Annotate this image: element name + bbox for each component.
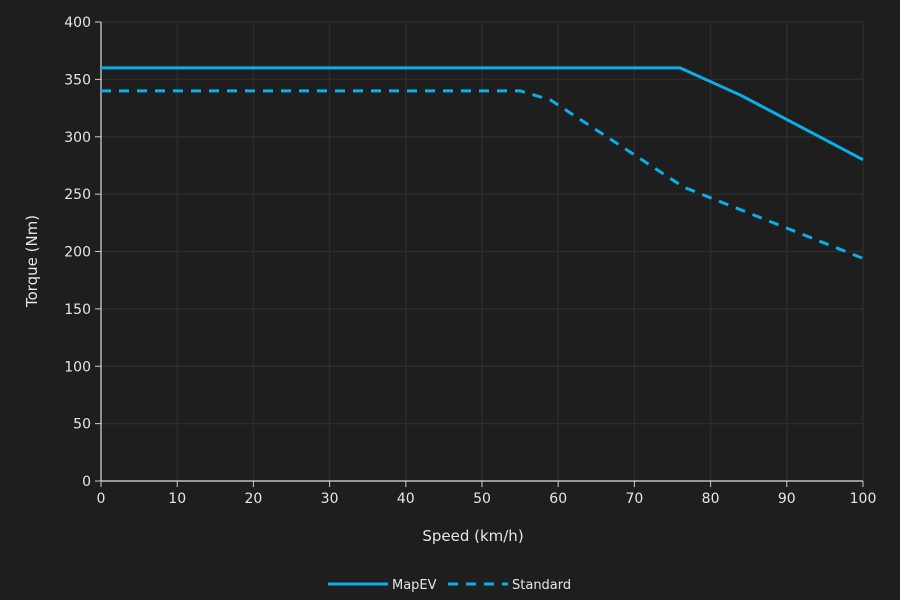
legend-label: Standard <box>512 578 571 593</box>
axes: 0 10 20 30 40 50 60 70 80 90 100 0 50 100 150 200 250 300… <box>64 15 876 507</box>
y-tick-label: 200 <box>64 245 91 261</box>
x-tick-label: 80 <box>702 491 720 507</box>
x-tick-label: 40 <box>397 491 415 507</box>
series-line-mapev <box>101 66 864 162</box>
x-tick-label: 90 <box>778 491 796 507</box>
y-tick-label: 0 <box>82 474 91 490</box>
y-tick-label: 100 <box>64 359 91 375</box>
y-tick-label: 350 <box>64 72 91 88</box>
y-tick-label: 400 <box>64 15 91 31</box>
grid <box>101 21 864 481</box>
series-line-standard <box>101 89 864 260</box>
legend: MapEV Standard <box>328 578 571 593</box>
legend-label: MapEV <box>392 578 437 593</box>
x-tick-label: 70 <box>625 491 643 507</box>
x-tick-label: 0 <box>97 491 106 507</box>
x-axis-label: Speed (km/h) <box>422 527 523 545</box>
x-tick-label: 100 <box>850 491 877 507</box>
x-tick-label: 10 <box>168 491 186 507</box>
y-axis-label: Torque (Nm) <box>23 215 41 308</box>
y-tick-label: 150 <box>64 302 91 318</box>
x-tick-label: 30 <box>321 491 339 507</box>
series-lines <box>101 66 864 260</box>
y-tick-label: 250 <box>64 187 91 203</box>
y-tick-label: 300 <box>64 130 91 146</box>
x-tick-label: 60 <box>549 491 567 507</box>
x-tick-label: 50 <box>473 491 491 507</box>
y-tick-label: 50 <box>73 417 91 433</box>
x-tick-label: 20 <box>244 491 262 507</box>
